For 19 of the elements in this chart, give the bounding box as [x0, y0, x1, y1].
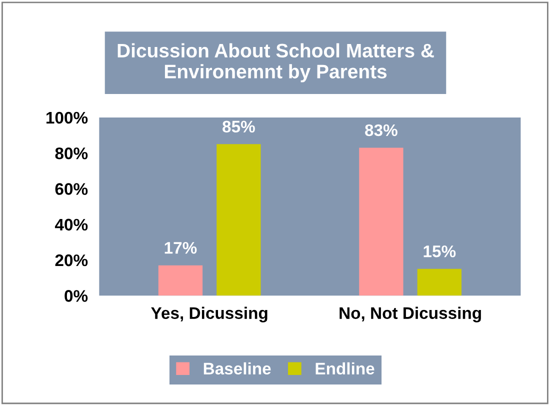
- chart-title: Dicussion About School Matters & Environemnt by Parents: [118, 43, 434, 82]
- y-tick-label: 20%: [55, 254, 88, 266]
- y-tick-label: 80%: [55, 147, 88, 160]
- data-label: 85%: [222, 120, 255, 133]
- x-tick-label: Yes, Dicussing: [151, 306, 268, 322]
- data-label: 15%: [424, 246, 456, 258]
- bar: [417, 268, 462, 296]
- bar: [158, 265, 203, 296]
- y-tick-label: 100%: [46, 112, 88, 124]
- y-tick-label: 40%: [54, 218, 88, 231]
- x-tick-label: No, Not Dicussing: [340, 306, 481, 322]
- bar: [216, 144, 261, 296]
- y-tick-label: 60%: [55, 183, 88, 195]
- legend-label: Baseline: [204, 362, 271, 375]
- data-label: 83%: [365, 124, 398, 136]
- bar: [359, 148, 404, 296]
- y-tick-label: 0%: [64, 290, 88, 302]
- data-label: 17%: [164, 242, 197, 254]
- legend-label: Endline: [316, 362, 374, 375]
